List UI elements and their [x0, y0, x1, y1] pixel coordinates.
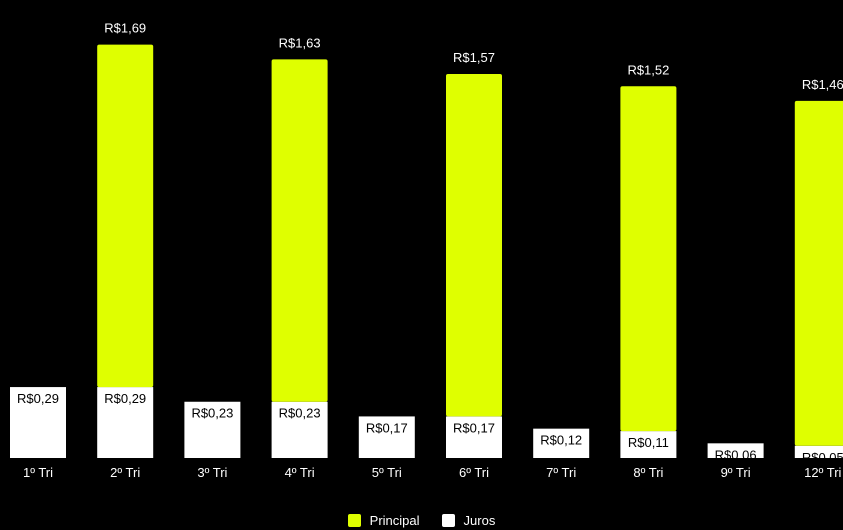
bar-principal-4: [271, 59, 328, 402]
label-juros-1: R$0,29: [17, 391, 59, 406]
bar-juros-8: [620, 431, 677, 458]
label-principal-8: R$1,52: [627, 62, 669, 77]
label-juros-8: R$0,11: [628, 435, 669, 450]
bar-juros-6: [446, 416, 502, 458]
bar-juros-1: [10, 387, 66, 458]
label-juros-9: R$0,06: [715, 447, 757, 462]
label-principal-2: R$1,69: [104, 21, 146, 36]
x-tick-label-10: 12º Tri: [804, 465, 841, 480]
legend: Principal Juros: [0, 511, 843, 529]
value-labels-layer: R$0,29 R$0,29 R$1,69 R$0,23 R$0,23 R$1,63 R$0,…: [17, 21, 843, 465]
label-principal-10: R$1,46: [802, 77, 843, 92]
x-tick-label-6: 6º Tri: [459, 465, 489, 480]
x-tick-label-8: 8º Tri: [633, 465, 663, 480]
label-principal-4: R$1,63: [279, 35, 321, 50]
label-juros-7: R$0,12: [540, 433, 582, 448]
legend-item-principal[interactable]: Principal: [347, 512, 420, 528]
label-juros-10: R$0,05: [802, 450, 843, 465]
bar-principal-6: [446, 74, 502, 417]
x-tick-labels-layer: 1º Tri 2º Tri 3º Tri 4º Tri 5º Tri 6º Tri 7º T…: [23, 465, 842, 480]
bar-juros-9: [707, 443, 764, 458]
bar-juros-10: [794, 445, 843, 458]
label-juros-5: R$0,17: [366, 420, 408, 435]
x-tick-label-4: 4º Tri: [285, 465, 315, 480]
bar-principal-2: [97, 44, 154, 388]
legend-label-juros: Juros: [463, 512, 496, 528]
legend-item-juros[interactable]: Juros: [441, 512, 496, 528]
x-tick-label-9: 9º Tri: [721, 465, 751, 480]
x-tick-label-2: 2º Tri: [110, 465, 140, 480]
x-tick-label-7: 7º Tri: [546, 465, 576, 480]
label-juros-3: R$0,23: [191, 406, 233, 421]
legend-label-principal: Principal: [369, 512, 420, 528]
bar-juros-4: [271, 401, 328, 458]
legend-swatch-juros: [441, 513, 455, 527]
label-principal-6: R$1,57: [453, 50, 495, 65]
x-tick-label-5: 5º Tri: [372, 465, 402, 480]
bar-juros-5: [358, 416, 415, 458]
bar-juros-2: [97, 387, 154, 458]
bars-layer: [10, 44, 843, 458]
legend-swatch-principal: [347, 513, 361, 527]
bar-juros-3: [184, 401, 241, 458]
bar-principal-10: [794, 100, 843, 446]
label-juros-4: R$0,23: [279, 406, 321, 421]
label-juros-6: R$0,17: [453, 420, 495, 435]
bar-principal-8: [620, 86, 677, 432]
label-juros-2: R$0,29: [104, 391, 146, 406]
x-tick-label-1: 1º Tri: [23, 465, 53, 480]
x-tick-label-3: 3º Tri: [197, 465, 227, 480]
bar-juros-7: [533, 428, 590, 458]
